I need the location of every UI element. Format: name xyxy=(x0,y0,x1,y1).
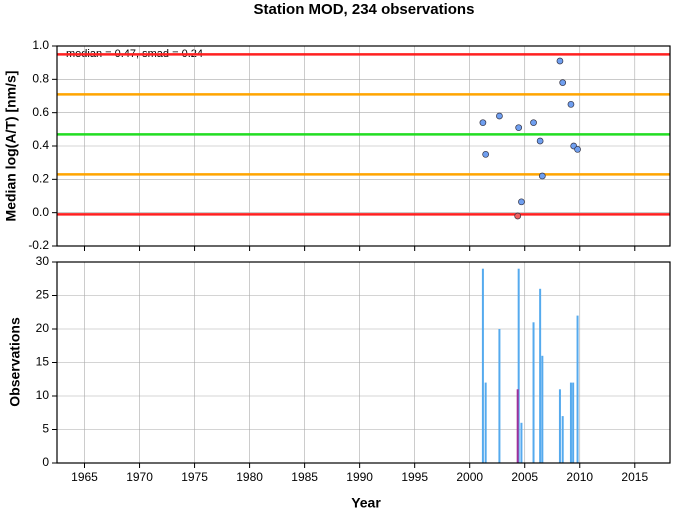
point xyxy=(538,172,546,180)
point xyxy=(559,79,567,87)
chart-title: Station MOD, 234 observations xyxy=(254,1,475,18)
x-tick-label: 1990 xyxy=(346,470,373,484)
y-tick-label: 0.8 xyxy=(32,72,49,86)
y-tick-label: 30 xyxy=(36,254,50,268)
point xyxy=(482,150,490,158)
bar xyxy=(576,315,579,463)
bar xyxy=(484,382,487,463)
y-tick-label: 5 xyxy=(42,422,49,436)
bar xyxy=(516,389,519,463)
y-tick-label: 1.0 xyxy=(32,38,49,52)
point xyxy=(567,100,575,108)
x-axis-label: Year xyxy=(351,495,381,511)
bar xyxy=(532,322,535,463)
x-tick-label: 1995 xyxy=(401,470,428,484)
point xyxy=(530,119,537,127)
x-tick-label: 2010 xyxy=(566,470,593,484)
point xyxy=(515,124,523,132)
point xyxy=(536,137,544,145)
x-tick-label: 2000 xyxy=(456,470,483,484)
point xyxy=(496,112,503,120)
plot-frame xyxy=(56,261,671,464)
y-tick-label: 0.2 xyxy=(32,172,49,186)
y-tick-label: 15 xyxy=(36,355,50,369)
y-tick-label: 25 xyxy=(36,288,50,302)
point xyxy=(574,145,581,153)
bar xyxy=(561,416,564,463)
y-tick-label: 0 xyxy=(42,455,49,469)
bar xyxy=(520,422,523,463)
y-tick-label: 10 xyxy=(36,388,50,402)
y-tick-label: -0.2 xyxy=(28,238,49,252)
bar xyxy=(498,329,501,463)
bar xyxy=(558,389,561,463)
bar xyxy=(481,268,484,463)
y-axis-label: Observations xyxy=(7,317,23,407)
bar xyxy=(569,382,572,463)
point xyxy=(479,119,487,127)
y-tick-label: 20 xyxy=(36,321,50,335)
point xyxy=(556,57,564,65)
y-tick-label: 0.4 xyxy=(32,138,49,152)
x-tick-label: 2005 xyxy=(511,470,538,484)
x-tick-label: 1965 xyxy=(71,470,98,484)
x-tick-label: 1975 xyxy=(181,470,208,484)
y-axis-label: Median log(A/T) [nm/s] xyxy=(3,71,19,222)
y-tick-label: 0.0 xyxy=(32,205,49,219)
x-tick-label: 1985 xyxy=(291,470,318,484)
x-tick-label: 1980 xyxy=(236,470,263,484)
plot-frame xyxy=(56,45,671,247)
point xyxy=(514,212,522,220)
bar xyxy=(539,288,542,463)
point xyxy=(518,198,525,206)
bar xyxy=(572,382,575,463)
bar xyxy=(517,268,520,463)
y-tick-label: 0.6 xyxy=(32,105,49,119)
x-tick-label: 2015 xyxy=(621,470,648,484)
bar xyxy=(541,355,544,463)
x-tick-label: 1970 xyxy=(126,470,153,484)
